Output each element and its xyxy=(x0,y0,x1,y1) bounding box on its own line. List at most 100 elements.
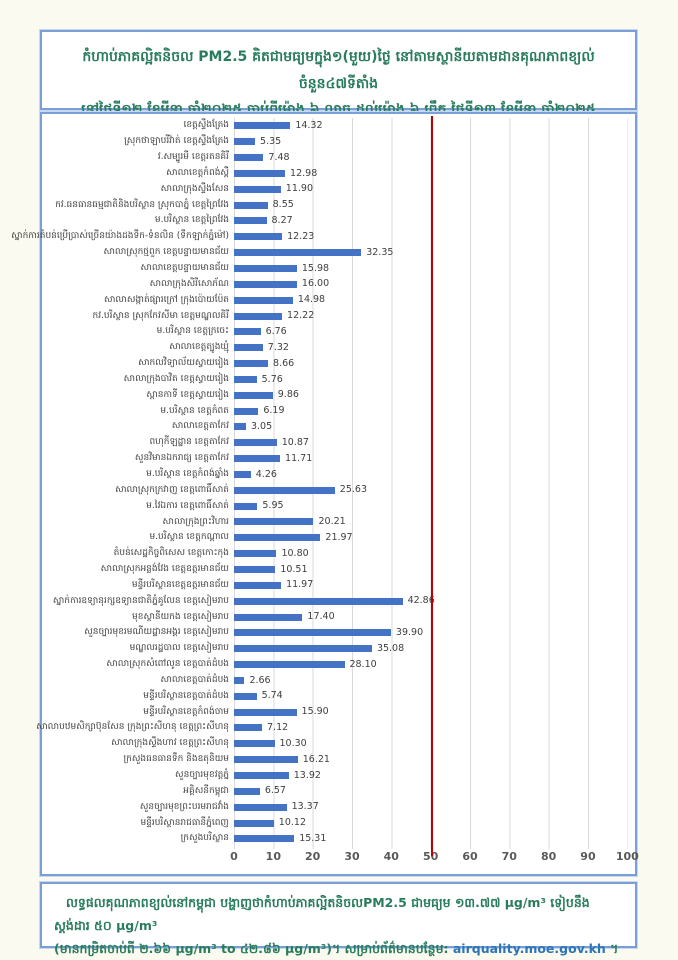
bar xyxy=(234,169,286,177)
station-label: មណ្ឌលរដ្ឋបាល ខេត្តសៀមរាប xyxy=(129,643,229,654)
bar-plot-area: 5.76 xyxy=(234,372,627,388)
x-tick-label: 70 xyxy=(501,850,517,863)
bar xyxy=(234,835,295,843)
station-label: សួនច្បារមុខវត្តភ្នំ xyxy=(175,770,229,781)
bar xyxy=(234,185,281,193)
bar-plot-area: 35.08 xyxy=(234,641,627,657)
bar xyxy=(234,645,372,653)
bar xyxy=(234,122,291,130)
value-label: 28.10 xyxy=(349,658,377,670)
chart-row: ស្នាក់ការឧទ្យានុរក្សឧទ្យានជាតិភ្នំគូលែន … xyxy=(46,593,629,609)
value-label: 14.98 xyxy=(297,294,326,306)
chart-row: ម.បរិស្ថាន ខេត្តកណ្ដាល 21.97 xyxy=(46,530,629,546)
footer-end-mark: ។ xyxy=(605,941,619,957)
bar-plot-area: 7.12 xyxy=(234,720,627,736)
value-label: 14.32 xyxy=(295,120,323,131)
value-label: 15.90 xyxy=(301,706,329,718)
bar xyxy=(234,296,293,304)
chart-row: សាលាក្រុងបាវិត ខេត្តស្វាយរៀង 5.76 xyxy=(46,372,629,388)
chart-row: ពហុកីឡដ្ឋាន ខេត្តតាកែវ 10.87 xyxy=(46,435,629,451)
bar-plot-area: 10.80 xyxy=(234,546,627,562)
bar xyxy=(234,249,362,257)
bar-plot-area: 10.51 xyxy=(234,562,627,578)
station-label: សាលាបឋមសិក្សាប៊ុនសែន ក្រុងព្រះសីហនុ ខេត្… xyxy=(36,722,229,733)
bar xyxy=(234,787,260,795)
bar xyxy=(234,344,263,352)
x-tick-label: 60 xyxy=(462,850,478,863)
chart-row: ម.វៃឯការ ខេត្តពោធិ៍សាត់ 5.95 xyxy=(46,498,629,514)
value-label: 5.35 xyxy=(260,135,282,147)
x-tick-label: 0 xyxy=(230,850,238,863)
x-tick-label: 50 xyxy=(422,850,439,863)
footer-summary-line: លទ្ធផលគុណភាពខ្យល់នៅកម្ពុជា បង្ហាញថាកំហាប… xyxy=(54,895,590,934)
bar-plot-area: 8.66 xyxy=(234,356,627,372)
value-label: 15.31 xyxy=(299,832,327,844)
bar xyxy=(234,803,287,811)
bar-plot-area: 8.27 xyxy=(234,213,627,229)
bar xyxy=(234,597,403,605)
chart-row: មន្ទីរបរិស្ថានខេត្តបាត់ដំបង 5.74 xyxy=(46,688,629,704)
value-label: 16.21 xyxy=(302,753,330,765)
x-tick-label: 90 xyxy=(580,850,596,863)
bar-plot-area: 5.74 xyxy=(234,688,627,704)
bar xyxy=(234,138,256,146)
value-label: 11.71 xyxy=(285,452,313,464)
bar xyxy=(234,391,273,399)
chart-row: សាលាសង្កាត់ផ្សារក្រៅ ក្រុងប៉ោយប៉ែត 14.98 xyxy=(46,292,629,308)
bar xyxy=(234,676,245,684)
title-box: កំហាប់ភាគល្អិតនិចល PM2.5 គិតជាមធ្យមក្នុង… xyxy=(40,30,637,118)
x-tick-label: 40 xyxy=(383,850,399,863)
station-label: សាលាក្រុងព្រះវិហារ xyxy=(162,516,229,527)
station-label: ខេត្តស្ទឹងត្រែង xyxy=(183,120,229,131)
station-label: ម.បរិស្ថាន ខេត្តកំពង់ឆ្នាំង xyxy=(146,468,229,479)
station-label: សាលាក្រុងសិរីសោភ័ណ xyxy=(149,278,229,289)
bar-plot-area: 25.63 xyxy=(234,482,627,498)
chart-row: សួនច្បារមុខព្រះបរមរាជវាំង 13.37 xyxy=(46,799,629,815)
chart-row: សួនច្បារមុខវត្តភ្នំ 13.92 xyxy=(46,768,629,784)
chart-row: សួនវិមានឯករាជ្យ ខេត្តតាកែវ 11.71 xyxy=(46,451,629,467)
bar xyxy=(234,502,258,510)
value-label: 5.76 xyxy=(261,373,283,385)
x-tick-label: 20 xyxy=(305,850,321,863)
value-label: 7.48 xyxy=(268,151,290,163)
x-tick-label: 30 xyxy=(344,850,360,863)
bar xyxy=(234,629,391,637)
chart-row: សាលាស្រុកអន្លង់វែង ខេត្តឧត្តរមានជ័យ 10.51 xyxy=(46,562,629,578)
chart-rows: ខេត្តស្ទឹងត្រែង 14.32 ស្រុកថាឡាបរីវ៉ាត់ ខេ… xyxy=(11,118,629,847)
value-label: 39.90 xyxy=(395,627,424,638)
bar-plot-area: 5.95 xyxy=(234,498,627,514)
bar-plot-area: 10.12 xyxy=(234,815,627,831)
chart-row: មន្ទីរបរិស្ថានរាជធានីភ្នំពេញ 10.12 xyxy=(46,815,629,831)
chart-row: សាលាក្រុងព្រះវិហារ 20.21 xyxy=(46,514,629,530)
x-tick-label: 100 xyxy=(615,850,639,863)
bar xyxy=(234,518,314,526)
station-label: សាលាខេត្តបន្ទាយមានជ័យ xyxy=(140,263,229,274)
value-label: 20.21 xyxy=(318,516,346,528)
bar-plot-area: 42.86 xyxy=(234,593,627,609)
station-label: កវ.ធនធានធម្មជាតិនិងបរិស្ថាន ស្រុកបាភ្នំ … xyxy=(55,199,229,210)
chart-row: មណ្ឌលរដ្ឋបាល ខេត្តសៀមរាប 35.08 xyxy=(46,641,629,657)
bar xyxy=(234,756,298,764)
value-label: 13.92 xyxy=(293,769,321,781)
chart-row: ស្រុកថាឡាបរីវ៉ាត់ ខេត្តស្ទឹងត្រែង 5.35 xyxy=(46,134,629,150)
value-label: 12.22 xyxy=(287,310,315,322)
station-label: សាលាស្រុកថ្មពួក ខេត្តបន្ទាយមានជ័យ xyxy=(103,247,229,258)
chart-row: ម.បរិស្ថាន ខេត្តកំពត 6.19 xyxy=(46,403,629,419)
bar xyxy=(234,201,268,209)
station-label: ស្នាក់ការតំបន់ប្រើប្រាស់ច្រើនយ៉ាងដងទឹក-ទ… xyxy=(11,231,229,242)
chart-row: ស្នាក់ការតំបន់ប្រើប្រាស់ច្រើនយ៉ាងដងទឹក-ទ… xyxy=(11,229,629,245)
bar xyxy=(234,423,246,431)
station-label: មន្ទីរបរិស្ថានរាជធានីភ្នំពេញ xyxy=(140,817,229,828)
station-label: មន្ទីរបរិស្ថានខេត្តកំពង់ចាម xyxy=(143,706,229,717)
value-label: 10.87 xyxy=(281,436,309,448)
chart-row: សាលាខេត្តបាត់ដំបង 2.66 xyxy=(46,673,629,689)
station-label: សាលាខេត្តកំពង់ស្ពឺ xyxy=(166,167,229,178)
air-quality-link[interactable]: airquality.moe.gov.kh xyxy=(452,941,606,957)
bar-plot-area: 17.40 xyxy=(234,609,627,625)
bar xyxy=(234,771,289,779)
bar-plot-area: 15.31 xyxy=(234,831,627,847)
bar xyxy=(234,566,276,574)
chart-row: សាលាស្រុកថ្មពួក ខេត្តបន្ទាយមានជ័យ 32.35 xyxy=(46,245,629,261)
chart-row: សាលាក្រុងស្ទឹងសែន 11.90 xyxy=(46,181,629,197)
bar-plot-area: 9.86 xyxy=(234,387,627,403)
